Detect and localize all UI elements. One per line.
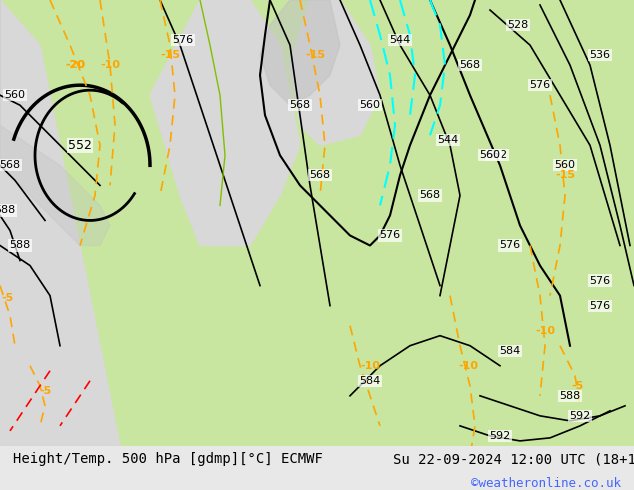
Text: 560: 560	[359, 100, 380, 110]
Text: 568: 568	[420, 191, 441, 200]
Text: 592: 592	[489, 431, 510, 441]
Text: 568: 568	[290, 100, 311, 110]
Text: 568: 568	[0, 160, 20, 171]
Text: Height/Temp. 500 hPa [gdmp][°C] ECMWF: Height/Temp. 500 hPa [gdmp][°C] ECMWF	[13, 452, 323, 466]
Text: 576: 576	[500, 241, 521, 250]
Text: -10: -10	[360, 361, 380, 371]
Text: 560: 560	[479, 150, 500, 160]
Text: -5: -5	[39, 386, 51, 396]
Text: -5: -5	[572, 381, 584, 391]
Text: -10: -10	[100, 60, 120, 70]
Text: -15: -15	[305, 50, 325, 60]
Text: 552: 552	[68, 139, 92, 152]
Text: 584: 584	[500, 346, 521, 356]
Text: 584: 584	[359, 376, 380, 386]
Text: Su 22-09-2024 12:00 UTC (18+18): Su 22-09-2024 12:00 UTC (18+18)	[393, 452, 634, 466]
Polygon shape	[0, 0, 120, 446]
Polygon shape	[0, 0, 110, 245]
Text: -15: -15	[160, 50, 180, 60]
Text: 568: 568	[460, 60, 481, 70]
Text: 576: 576	[529, 80, 550, 90]
Text: 588: 588	[0, 205, 16, 216]
Polygon shape	[150, 0, 300, 245]
Text: 588: 588	[559, 391, 581, 401]
Text: 588: 588	[10, 241, 30, 250]
Text: -15: -15	[555, 171, 575, 180]
Text: 576: 576	[590, 301, 611, 311]
Text: 576: 576	[172, 35, 193, 45]
Text: 544: 544	[389, 35, 411, 45]
Text: 576: 576	[379, 230, 401, 241]
Polygon shape	[290, 0, 380, 146]
Text: -20: -20	[65, 60, 85, 70]
Text: 528: 528	[507, 20, 529, 30]
Text: -10: -10	[458, 361, 478, 371]
Text: 536: 536	[590, 50, 611, 60]
Text: 560: 560	[4, 90, 25, 100]
Text: 560: 560	[555, 160, 576, 171]
Text: 552: 552	[486, 150, 508, 160]
Text: 576: 576	[590, 275, 611, 286]
Polygon shape	[260, 0, 340, 105]
Text: 544: 544	[437, 135, 458, 145]
Text: 592: 592	[569, 411, 591, 421]
Text: ©weatheronline.co.uk: ©weatheronline.co.uk	[471, 477, 621, 490]
Text: -5: -5	[2, 293, 14, 303]
Text: 568: 568	[309, 171, 330, 180]
Text: -20: -20	[65, 60, 85, 70]
Text: -10: -10	[535, 326, 555, 336]
